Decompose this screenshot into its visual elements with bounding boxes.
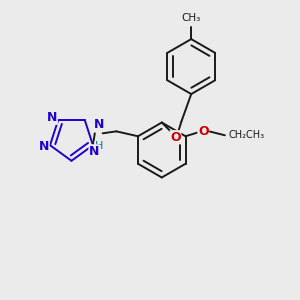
Text: H: H: [94, 141, 103, 151]
Text: N: N: [47, 112, 58, 124]
Text: N: N: [89, 145, 99, 158]
Text: CH₃: CH₃: [182, 14, 201, 23]
Text: CH₂CH₃: CH₂CH₃: [229, 130, 265, 140]
Text: O: O: [170, 131, 181, 144]
Text: O: O: [198, 125, 208, 138]
Text: N: N: [39, 140, 49, 153]
Text: N: N: [94, 118, 104, 131]
